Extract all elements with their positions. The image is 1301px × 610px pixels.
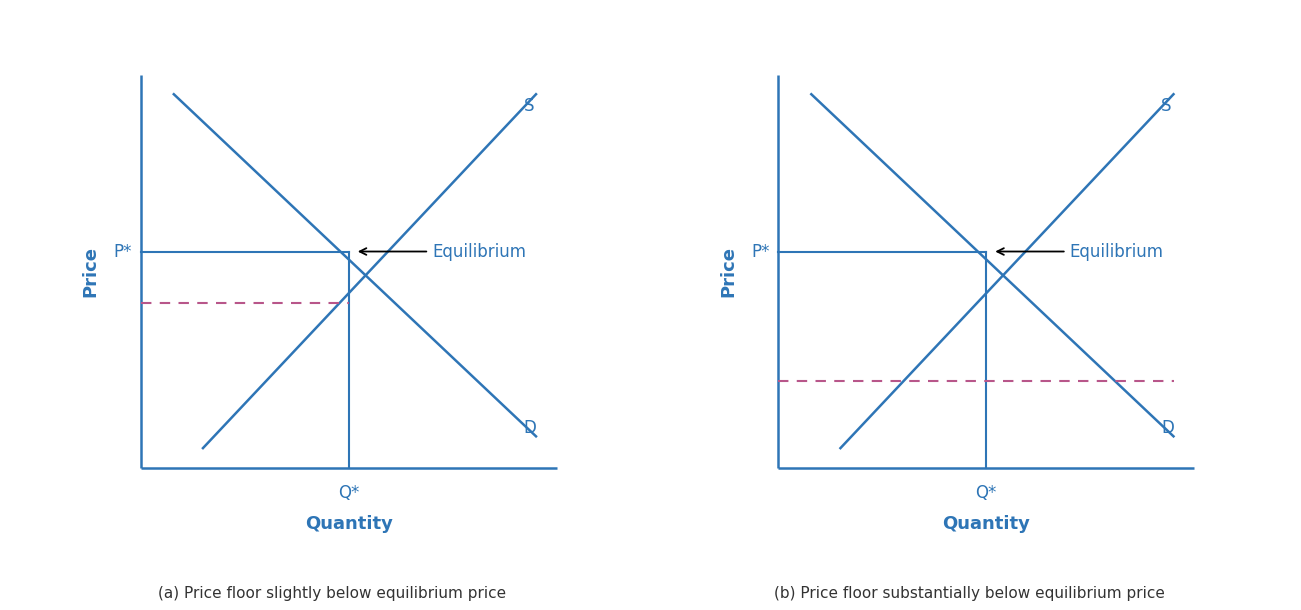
Text: S: S xyxy=(523,97,533,115)
Text: Q*: Q* xyxy=(976,484,997,501)
Text: S: S xyxy=(1160,97,1171,115)
Text: Q*: Q* xyxy=(338,484,359,501)
Text: Quantity: Quantity xyxy=(942,515,1030,533)
Text: Equilibrium: Equilibrium xyxy=(359,243,526,260)
Text: Equilibrium: Equilibrium xyxy=(997,243,1163,260)
Text: Price: Price xyxy=(719,246,738,296)
Text: Price: Price xyxy=(82,246,100,296)
Text: (b) Price floor substantially below equilibrium price: (b) Price floor substantially below equi… xyxy=(774,586,1164,601)
Text: Quantity: Quantity xyxy=(304,515,393,533)
Text: P*: P* xyxy=(751,243,770,260)
Text: (a) Price floor slightly below equilibrium price: (a) Price floor slightly below equilibri… xyxy=(157,586,506,601)
Text: D: D xyxy=(1160,420,1174,437)
Text: P*: P* xyxy=(113,243,133,260)
Text: D: D xyxy=(523,420,536,437)
